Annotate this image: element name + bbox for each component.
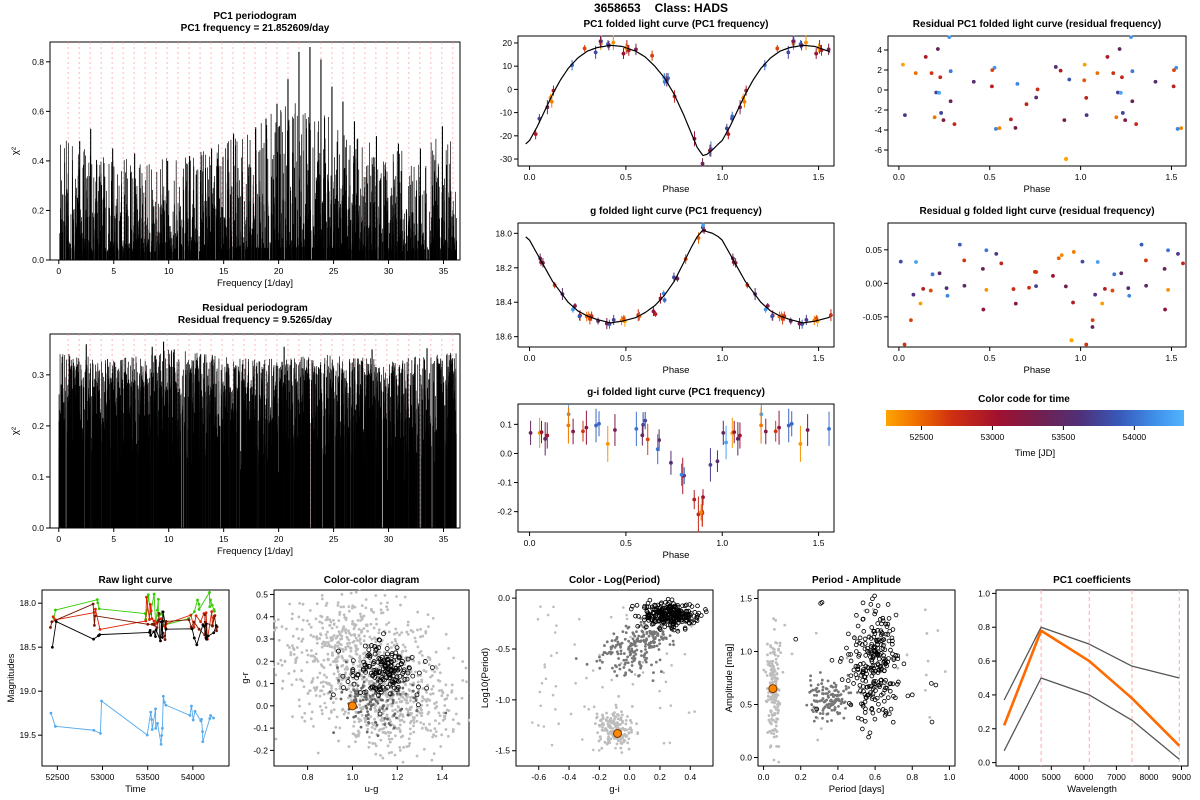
panel-period-amplitude xyxy=(722,572,962,798)
panel-residual-g-folded xyxy=(848,203,1196,379)
object-id: 3658653 xyxy=(593,1,641,15)
panel-color-color-diagram xyxy=(238,572,476,798)
panel-gi-folded-light-curve xyxy=(478,384,844,564)
panel-pc1-folded-light-curve xyxy=(478,16,844,198)
panel-time-colorbar xyxy=(852,390,1196,476)
class-label: Class: HADS xyxy=(654,1,729,15)
panel-residual-periodogram xyxy=(8,300,470,564)
panel-pc1-coefficients xyxy=(962,572,1196,798)
panel-raw-light-curve xyxy=(4,572,236,798)
panel-g-folded-light-curve xyxy=(478,203,844,379)
panel-residual-pc1-folded xyxy=(848,16,1196,198)
panel-color-log-period xyxy=(478,572,720,798)
panel-pc1-periodogram xyxy=(8,8,470,296)
figure-title: 3658653 Class: HADS xyxy=(478,1,844,15)
